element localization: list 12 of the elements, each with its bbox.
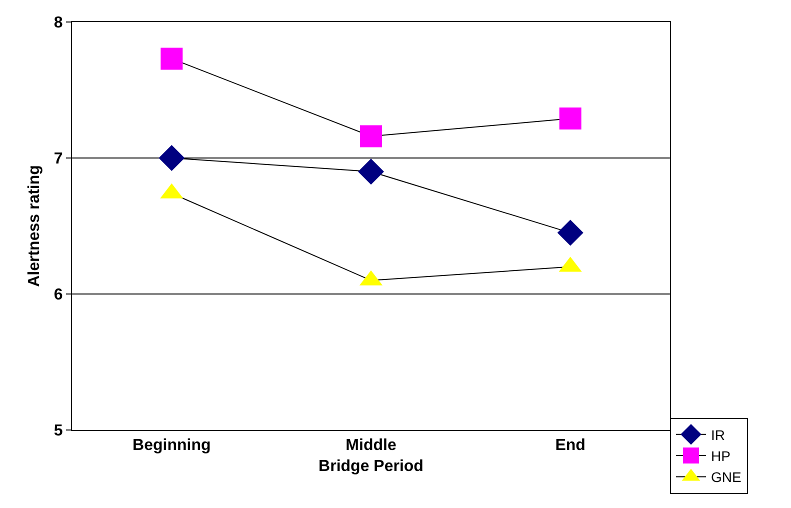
y-tick-label: 7: [54, 150, 63, 168]
y-axis-title: Alertness rating: [26, 165, 43, 287]
y-tick-label: 5: [54, 422, 63, 440]
legend-label: IR: [711, 426, 725, 443]
y-tick-label: 6: [54, 286, 63, 304]
x-tick-label: Beginning: [132, 437, 211, 454]
y-tick-label: 8: [54, 14, 63, 32]
x-axis-title: Bridge Period: [318, 458, 424, 475]
legend-label: HP: [711, 448, 730, 464]
x-tick-label: Middle: [346, 437, 396, 454]
legend-label: GNE: [711, 469, 742, 486]
x-tick-label: End: [555, 437, 586, 454]
